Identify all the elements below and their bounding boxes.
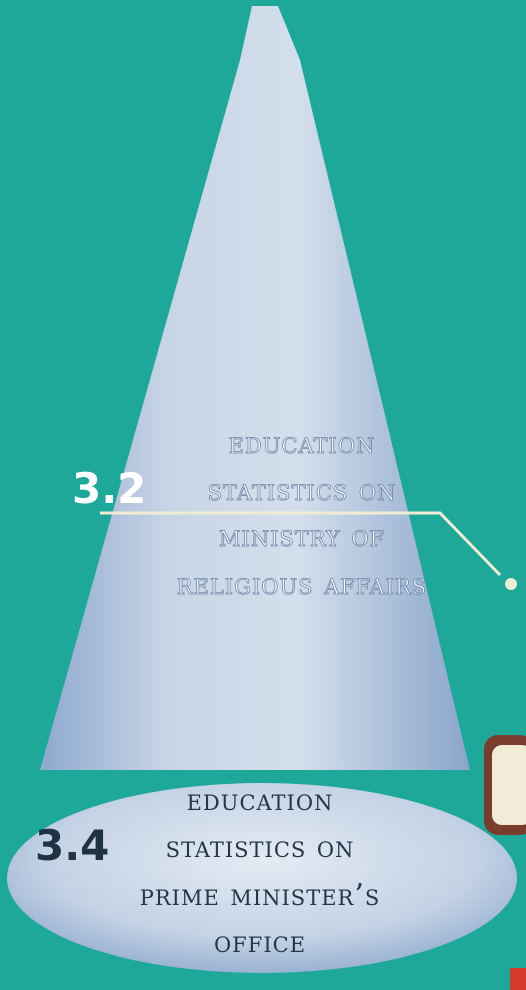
infographic: 3.2 Education Statistics on Ministry of … [0,0,526,990]
item-number: 3.4 [35,821,109,870]
item-title-line: Education [229,426,376,461]
item-number: 3.2 [72,464,146,513]
item-title-line: Religious Affairs [177,567,427,602]
item-title-line: Statistics on [166,830,355,865]
item-title-line: Ministry of [219,519,385,554]
corner-object [510,968,526,990]
side-object-inner [492,745,526,825]
item-title-line: Statistics on [208,473,397,508]
item-title-line: Office [214,925,306,960]
page: 3.2 Education Statistics on Ministry of … [0,0,526,990]
cone [40,6,470,770]
item-title-line: Prime Minister’s [140,878,381,913]
connector-dot [505,578,517,590]
item-title-line: Education [187,783,334,818]
